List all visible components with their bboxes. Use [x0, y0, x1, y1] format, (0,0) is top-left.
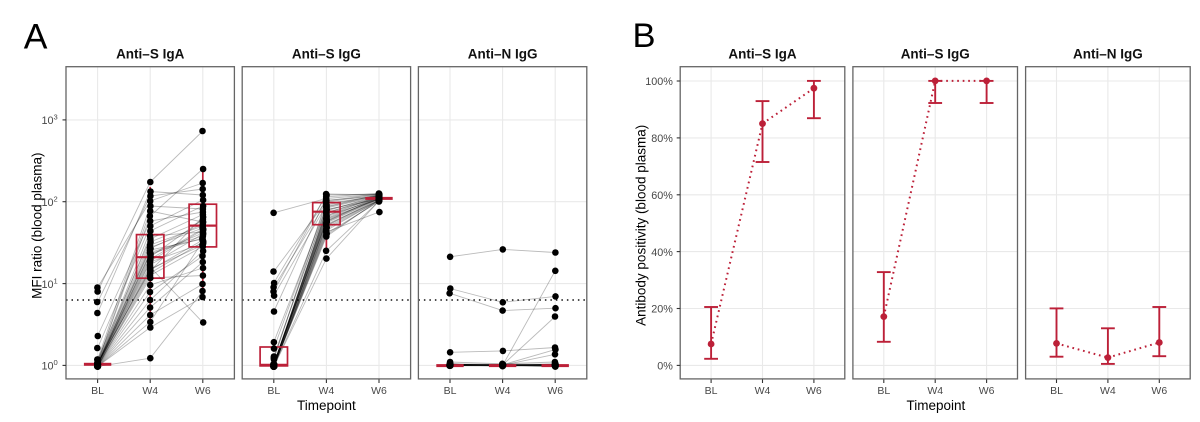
svg-text:0%: 0%: [657, 361, 673, 373]
svg-text:Anti–N IgG: Anti–N IgG: [468, 47, 538, 62]
svg-text:20%: 20%: [651, 304, 673, 316]
svg-text:Anti–S IgG: Anti–S IgG: [901, 47, 970, 62]
svg-text:W4: W4: [755, 385, 771, 397]
svg-text:100%: 100%: [645, 76, 673, 88]
svg-text:Antibody positivity (blood pla: Antibody positivity (blood plasma): [634, 125, 649, 326]
svg-text:Anti–S IgA: Anti–S IgA: [728, 47, 797, 62]
svg-text:40%: 40%: [651, 247, 673, 259]
svg-text:B: B: [633, 17, 656, 55]
svg-text:W6: W6: [371, 385, 387, 397]
svg-text:60%: 60%: [651, 190, 673, 202]
svg-text:Timepoint: Timepoint: [297, 398, 356, 413]
svg-text:Anti–S IgG: Anti–S IgG: [292, 47, 361, 62]
svg-text:W4: W4: [1100, 385, 1116, 397]
svg-text:W6: W6: [1151, 385, 1167, 397]
svg-text:W4: W4: [142, 385, 158, 397]
svg-text:MFI ratio (blood plasma): MFI ratio (blood plasma): [30, 153, 45, 299]
svg-text:80%: 80%: [651, 133, 673, 145]
svg-text:BL: BL: [267, 385, 280, 397]
svg-text:A: A: [24, 17, 48, 57]
svg-text:W4: W4: [495, 385, 511, 397]
svg-text:Anti–S IgA: Anti–S IgA: [116, 47, 185, 62]
svg-text:BL: BL: [705, 385, 718, 397]
svg-text:W6: W6: [195, 385, 211, 397]
svg-text:BL: BL: [91, 385, 104, 397]
svg-text:W6: W6: [806, 385, 822, 397]
svg-text:W4: W4: [927, 385, 943, 397]
svg-text:Anti–N IgG: Anti–N IgG: [1073, 47, 1143, 62]
svg-text:W4: W4: [319, 385, 335, 397]
svg-text:BL: BL: [444, 385, 457, 397]
svg-text:W6: W6: [547, 385, 563, 397]
svg-text:BL: BL: [1050, 385, 1063, 397]
svg-text:W6: W6: [979, 385, 995, 397]
svg-text:Timepoint: Timepoint: [907, 398, 966, 413]
svg-text:BL: BL: [877, 385, 890, 397]
